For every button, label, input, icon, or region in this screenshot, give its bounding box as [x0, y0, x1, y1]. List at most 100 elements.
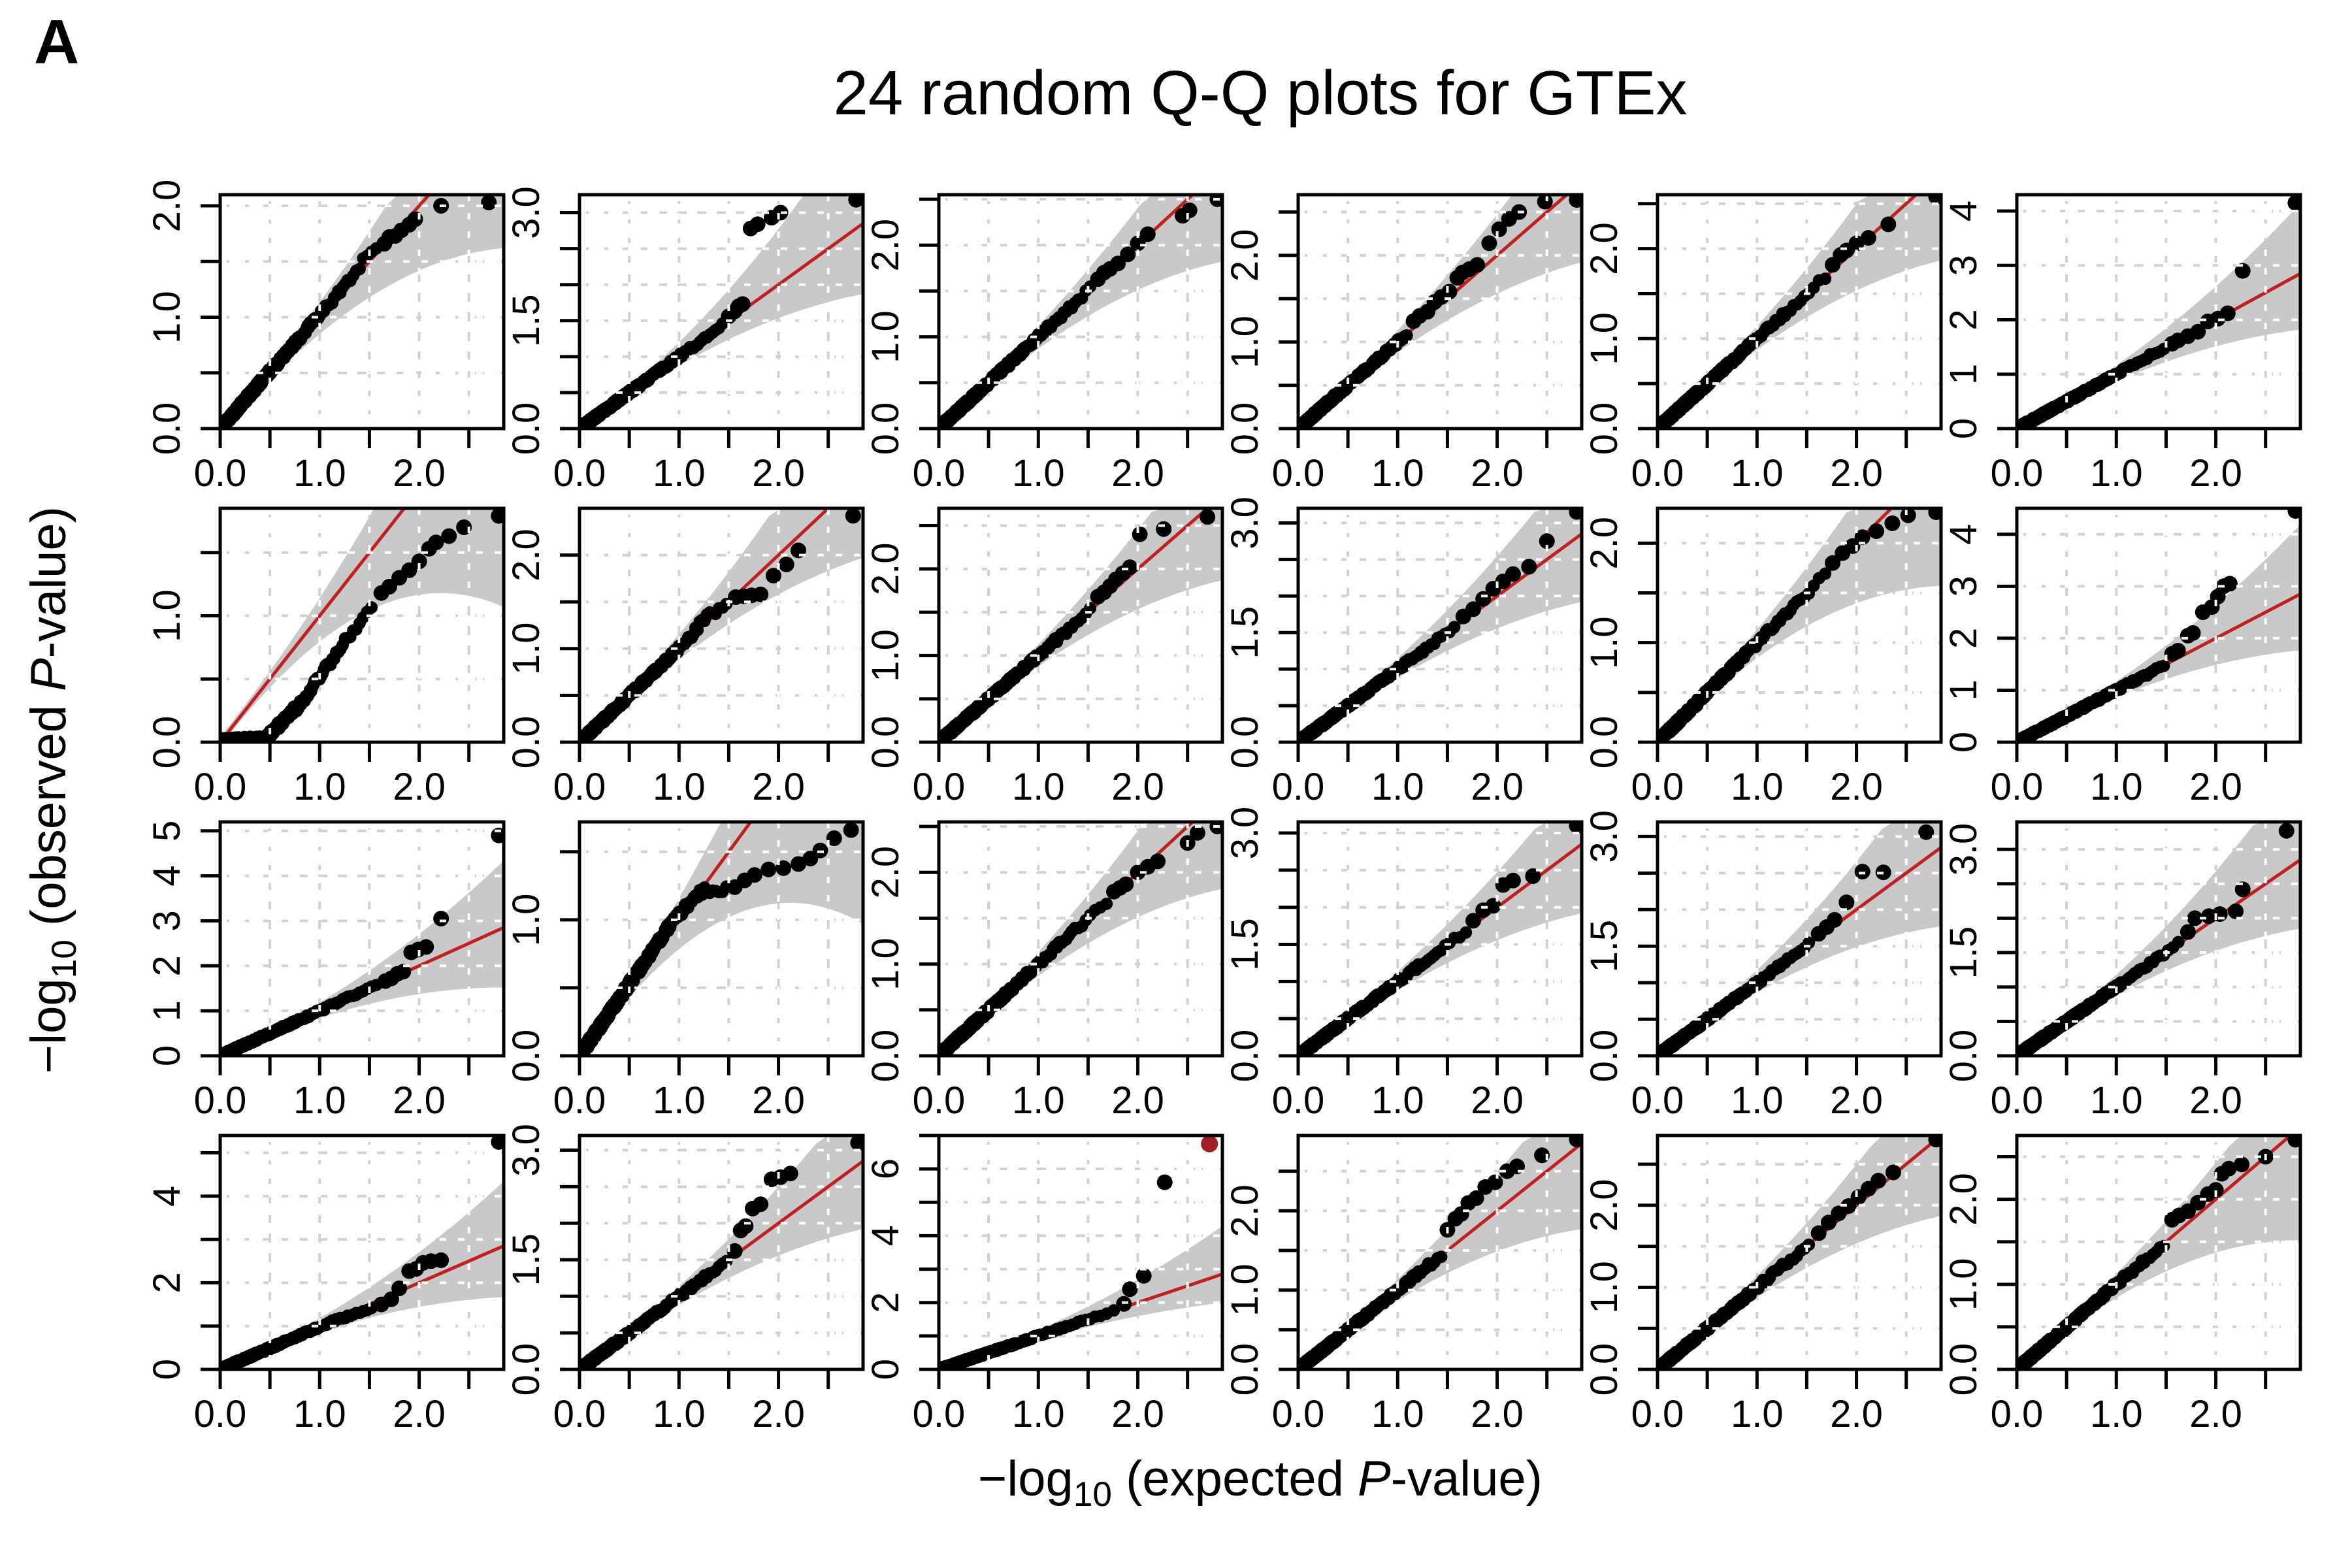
xlabel-suffix: -value) — [1390, 1451, 1543, 1507]
grid-over — [939, 508, 1222, 742]
data-point — [1848, 235, 1865, 252]
x-tick-label: 0.0 — [194, 452, 247, 495]
y-tick-labels: 0 2 4 — [146, 1186, 188, 1380]
data-points — [939, 195, 1222, 429]
y-tick-label: 1.0 — [864, 629, 907, 682]
axis-box — [1997, 1134, 2302, 1389]
data-point — [1469, 257, 1486, 273]
x-tick-label: 0.0 — [913, 1393, 966, 1435]
data-point — [383, 1291, 399, 1307]
y-tick-label: 0 — [864, 1359, 907, 1380]
data-points — [220, 195, 497, 429]
identity-line — [220, 508, 406, 742]
y-tick-label: 3.0 — [1942, 823, 1985, 876]
axis-box — [201, 506, 506, 762]
data-point — [1539, 533, 1555, 549]
y-tick-labels: 0.0 1.5 3.0 — [1583, 810, 1625, 1082]
grid-over — [2017, 508, 2300, 742]
x-tick-label: 1.0 — [2090, 452, 2143, 495]
x-tick-label: 2.0 — [2189, 766, 2242, 808]
x-tick-label: 2.0 — [393, 452, 446, 495]
data-point — [747, 867, 762, 883]
data-point — [772, 204, 789, 221]
data-points — [2017, 1135, 2300, 1369]
confidence-band — [580, 822, 863, 1056]
data-point — [791, 856, 806, 872]
data-point — [2208, 1182, 2224, 1198]
data-point — [2287, 508, 2300, 519]
data-point — [1481, 235, 1497, 252]
y-tick-label: 1.0 — [1583, 616, 1625, 669]
y-tick-label: 2.0 — [1583, 517, 1625, 570]
data-point — [1525, 868, 1541, 884]
data-point — [2278, 823, 2295, 839]
data-point — [1150, 853, 1166, 870]
y-tick-label: 1.0 — [1583, 1261, 1625, 1314]
axis-box — [919, 820, 1224, 1075]
axis-box — [1279, 820, 1584, 1075]
data-point — [1854, 864, 1870, 880]
data-point — [2170, 643, 2186, 659]
y-tick-labels: 0.0 1.0 2.0 — [505, 529, 547, 768]
data-points — [1298, 195, 1582, 429]
y-tick-label: 0.0 — [1942, 1030, 1985, 1083]
x-tick-label: 0.0 — [194, 1393, 247, 1435]
y-tick-label: 2 — [146, 1272, 188, 1293]
x-tick-label: 0.0 — [553, 1079, 606, 1122]
x-tick-label: 1.0 — [653, 452, 706, 495]
x-tick-label: 1.0 — [293, 452, 346, 495]
x-tick-label: 0.0 — [1272, 1079, 1325, 1122]
data-point — [1139, 226, 1156, 242]
data-point — [2187, 910, 2203, 926]
x-tick-label: 2.0 — [1471, 1079, 1524, 1122]
data-point — [1156, 1174, 1173, 1190]
x-tick-label: 2.0 — [1471, 452, 1524, 495]
x-tick-label: 1.0 — [2090, 1393, 2143, 1435]
data-point — [2219, 305, 2236, 321]
data-point — [749, 216, 766, 233]
x-tick-label: 2.0 — [1830, 1393, 1883, 1435]
x-tick-label: 2.0 — [1471, 766, 1524, 808]
y-tick-label: 3.0 — [505, 1124, 547, 1177]
y-tick-label: 0.0 — [1224, 716, 1266, 769]
data-point — [826, 830, 842, 846]
y-tick-labels: 0.0 1.0 2.0 — [864, 219, 907, 455]
data-point — [812, 842, 828, 858]
x-tick-labels: 0.0 1.0 2.0 — [1631, 766, 1883, 808]
x-tick-labels: 0.0 1.0 2.0 — [1272, 1393, 1524, 1435]
y-tick-labels: 0 2 4 6 — [864, 1158, 907, 1380]
xlabel-neglog: −log — [978, 1451, 1073, 1507]
data-points — [220, 827, 504, 1056]
x-tick-label: 0.0 — [913, 452, 966, 495]
data-point — [1928, 1135, 1941, 1148]
data-point — [1880, 216, 1897, 233]
grid-over — [939, 822, 1222, 1056]
x-tick-label: 2.0 — [393, 1079, 446, 1122]
y-tick-labels: 0.0 1.5 3.0 — [1224, 497, 1266, 768]
data-point — [1900, 508, 1916, 523]
y-tick-label: 0.0 — [1224, 1030, 1266, 1083]
y-tick-label: 0.0 — [1224, 1343, 1266, 1396]
data-point — [2221, 576, 2238, 592]
grid-over — [220, 822, 504, 1056]
data-point — [2185, 625, 2201, 641]
x-tick-labels: 0.0 1.0 2.0 — [553, 1079, 805, 1122]
data-point — [1840, 1198, 1857, 1214]
x-tick-label: 1.0 — [1731, 1393, 1784, 1435]
qq-subplot-r2c5: 0.0 1.0 2.0 0.0 1.0 2.0 — [1583, 506, 1943, 808]
data-point — [1928, 195, 1941, 204]
x-tick-labels: 0.0 1.0 2.0 — [194, 1079, 446, 1122]
qq-subplot-r4c4: 0.0 1.0 2.0 0.0 1.0 2.0 — [1224, 1134, 1584, 1435]
x-tick-label: 2.0 — [2189, 452, 2242, 495]
axis-box — [1638, 506, 1943, 762]
data-point — [418, 939, 434, 955]
data-point — [1810, 1225, 1827, 1241]
confidence-band — [2017, 822, 2300, 1056]
y-tick-labels: 0.0 1.0 2.0 — [1583, 517, 1625, 768]
grid-under — [1298, 822, 1582, 1056]
grid-over — [1298, 508, 1582, 742]
x-tick-label: 2.0 — [752, 1079, 805, 1122]
axis-box — [560, 506, 865, 762]
grid-over — [580, 822, 863, 1056]
x-tick-label: 1.0 — [1012, 452, 1065, 495]
